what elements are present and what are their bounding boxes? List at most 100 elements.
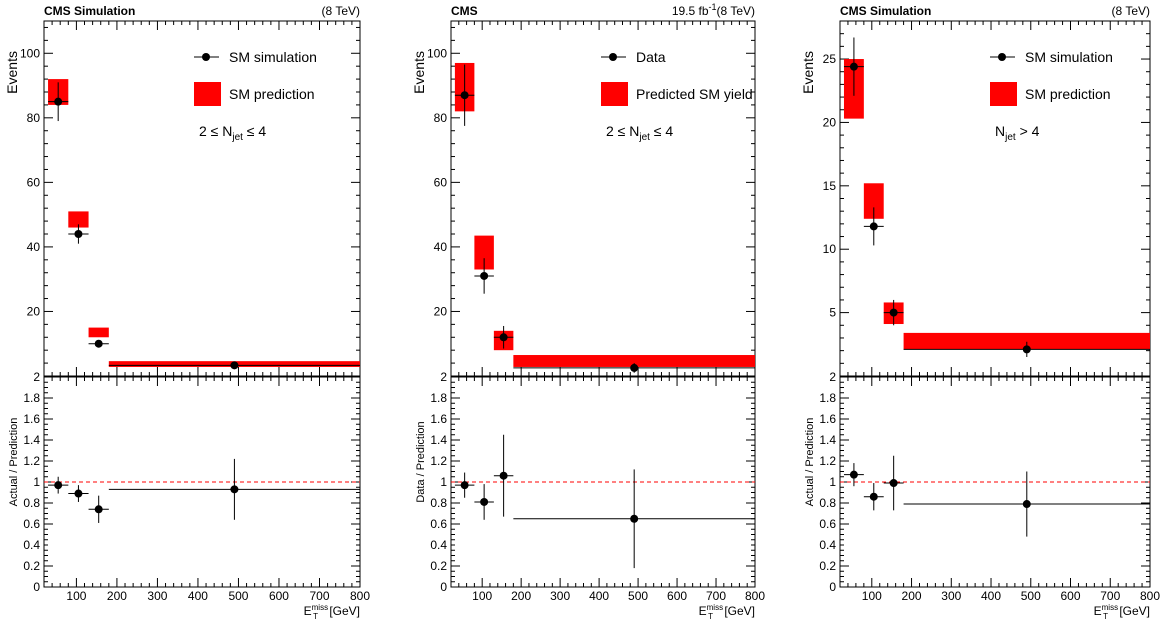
x-tick-label: 500 <box>228 589 248 603</box>
ratio-tick-label: 0.4 <box>819 538 836 552</box>
ratio-point <box>849 470 858 479</box>
legend: SM simulation SM prediction <box>990 49 1113 106</box>
bin-1 <box>48 79 69 494</box>
bin-3 <box>493 325 514 517</box>
y-tick-label: 20 <box>27 304 41 318</box>
data-point <box>480 271 489 280</box>
ratio-tick-label: 1.2 <box>430 454 447 468</box>
x-tick-label: 700 <box>309 589 329 603</box>
x-tick-label: 200 <box>511 589 531 603</box>
ratio-tick-label: 0 <box>440 580 447 594</box>
legend-band-label: SM prediction <box>1025 86 1111 102</box>
y-axis-title: Events <box>4 51 20 94</box>
y-tick-label: 15 <box>823 179 837 193</box>
data-point <box>499 333 508 342</box>
y-tick-label: 10 <box>823 242 837 256</box>
ratio-tick-label: 1.8 <box>430 391 447 405</box>
y-tick-label: 5 <box>829 306 836 320</box>
x-tick-label: 600 <box>1060 589 1080 603</box>
chart-panel-1: CMS Simulation (8 TeV)100 200 300 400 500 600 7… <box>4 4 370 621</box>
ratio-tick-label: 1.8 <box>819 391 836 405</box>
ratio-point <box>869 492 878 501</box>
ratio-tick-label: 1.2 <box>23 454 40 468</box>
data-point <box>869 222 878 231</box>
data-point <box>94 339 103 348</box>
legend: SM simulation SM prediction <box>194 49 317 106</box>
ratio-axis-title: Actual / Prediction <box>804 418 816 507</box>
ratio-point <box>889 479 898 488</box>
bin-3 <box>883 299 904 511</box>
chart-panel-3: CMS Simulation (8 TeV)100 200 300 400 500 600 7… <box>800 4 1160 621</box>
y-tick-label: 100 <box>20 46 40 60</box>
x-tick-label: 400 <box>589 589 609 603</box>
ratio-tick-label: 0.8 <box>430 496 447 510</box>
x-tick-label: 600 <box>667 589 687 603</box>
x-tick-label: 800 <box>350 589 370 603</box>
ratio-tick-label: 0.2 <box>23 559 40 573</box>
legend: Data Predicted SM yield <box>601 49 753 106</box>
y-tick-label: 80 <box>27 111 41 125</box>
bin-3 <box>88 327 109 523</box>
experiment-label: CMS Simulation <box>840 4 931 18</box>
ratio-top-tick-label: 2 <box>440 370 447 384</box>
ratio-point <box>1022 500 1031 509</box>
data-point <box>230 361 239 370</box>
legend-point-marker <box>998 53 1006 61</box>
y-tick-label: 20 <box>434 304 448 318</box>
chart-panel-2: CMS 19.5 fb-1(8 TeV)100 200 300 400 500 600 700… <box>411 2 765 621</box>
bin-2 <box>863 183 884 511</box>
ratio-tick-label: 0.8 <box>23 496 40 510</box>
data-point <box>54 97 63 106</box>
ratio-point <box>480 497 489 506</box>
prediction-band <box>513 355 755 367</box>
x-axis-title: Emiss T [GeV] <box>1094 603 1150 621</box>
y-tick-label: 80 <box>434 111 448 125</box>
bin-4 <box>903 332 1150 537</box>
ratio-tick-label: 0.4 <box>430 538 447 552</box>
x-axis-title: Emiss T [GeV] <box>304 603 360 621</box>
x-axis-title: Emiss T [GeV] <box>699 603 755 621</box>
ratio-point <box>54 481 63 490</box>
bin-2 <box>474 235 494 520</box>
x-tick-label: 700 <box>1100 589 1120 603</box>
ratio-tick-label: 0 <box>33 580 40 594</box>
ratio-point <box>94 505 103 514</box>
y-tick-label: 40 <box>434 240 448 254</box>
bin-2 <box>68 211 89 502</box>
prediction-band <box>903 332 1150 350</box>
legend-point-marker <box>202 53 210 61</box>
prediction-band <box>863 183 884 219</box>
x-tick-label: 300 <box>147 589 167 603</box>
ratio-tick-label: 0.2 <box>819 559 836 573</box>
legend-band-swatch <box>601 82 628 106</box>
ratio-tick-label: 0.6 <box>23 517 40 531</box>
data-point <box>630 363 639 372</box>
y-tick-label: 100 <box>427 46 447 60</box>
ratio-tick-label: 0.8 <box>819 496 836 510</box>
x-tick-label: 400 <box>188 589 208 603</box>
ratio-tick-label: 1.6 <box>430 412 447 426</box>
njet-annotation: 2 ≤ Njet ≤ 4 <box>606 123 673 143</box>
njet-annotation: 2 ≤ Njet ≤ 4 <box>199 123 266 143</box>
y-axis-title: Events <box>411 51 427 94</box>
ratio-tick-label: 1 <box>33 475 40 489</box>
legend-band-label: SM prediction <box>229 86 315 102</box>
ratio-tick-label: 1.2 <box>819 454 836 468</box>
ratio-tick-label: 1.4 <box>819 433 836 447</box>
x-tick-label: 500 <box>1021 589 1041 603</box>
x-tick-label: 800 <box>745 589 765 603</box>
main-plot-frame <box>450 20 756 377</box>
ratio-tick-label: 1 <box>440 475 447 489</box>
ratio-tick-label: 1 <box>829 475 836 489</box>
ratio-top-tick-label: 2 <box>33 370 40 384</box>
x-tick-label: 800 <box>1140 589 1160 603</box>
ratio-point <box>460 481 469 490</box>
ratio-tick-label: 0.6 <box>819 517 836 531</box>
prediction-band <box>88 327 109 338</box>
ratio-tick-label: 0.6 <box>430 517 447 531</box>
ratio-tick-label: 0.2 <box>430 559 447 573</box>
ratio-point <box>630 514 639 523</box>
ratio-tick-label: 1.4 <box>23 433 40 447</box>
ratio-point <box>74 489 83 498</box>
